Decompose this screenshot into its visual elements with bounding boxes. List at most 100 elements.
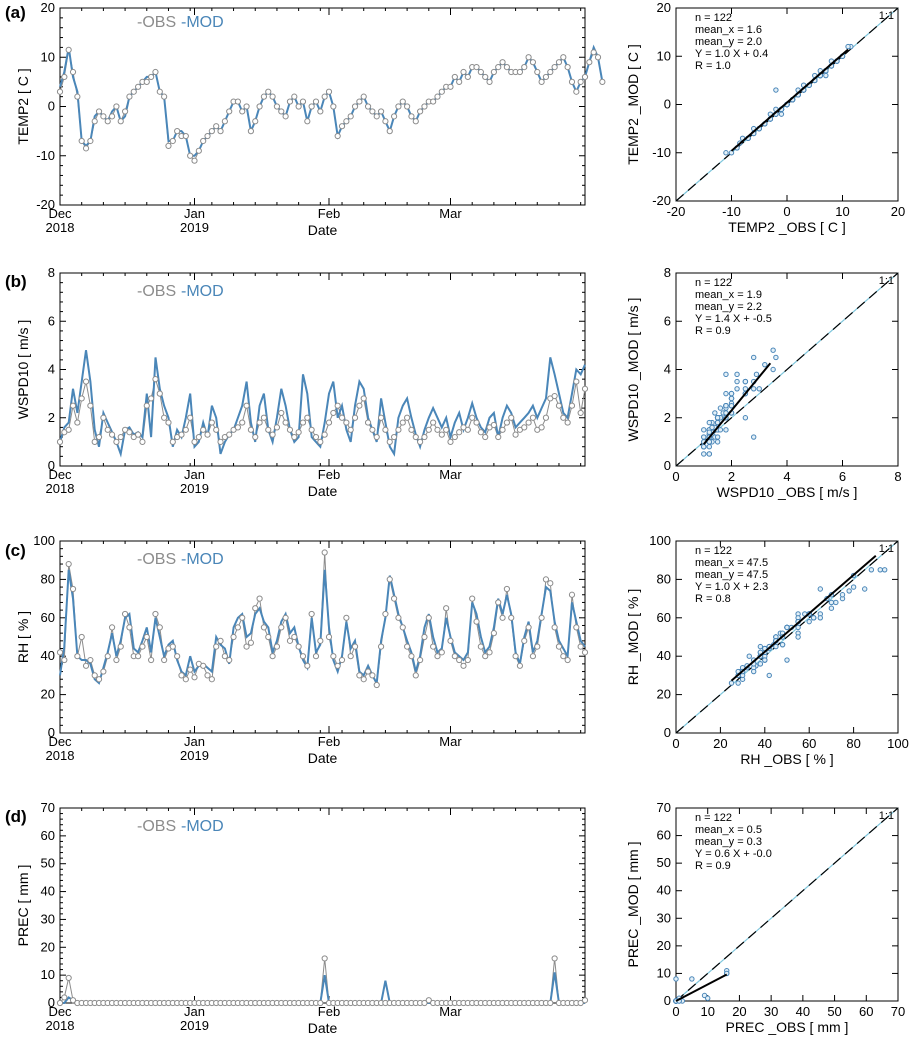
obs-point	[187, 666, 194, 673]
obs-point	[291, 93, 298, 100]
mod-series-line	[59, 44, 604, 157]
obs-point	[100, 668, 107, 675]
obs-point	[581, 997, 589, 1004]
obs-point	[516, 68, 524, 76]
y-axis-title: RH _MOD [ % ]	[625, 589, 641, 685]
obs-point	[434, 653, 441, 660]
obs-point	[334, 662, 341, 669]
obs-point	[95, 676, 103, 683]
x-axis-title: Date	[308, 1020, 338, 1036]
scatter-point	[706, 419, 712, 426]
obs-point	[581, 73, 589, 81]
x-tick-label: 10	[835, 204, 849, 219]
obs-point	[104, 118, 111, 125]
obs-point	[295, 643, 302, 650]
obs-point	[260, 624, 268, 631]
scatter-point	[833, 599, 839, 606]
obs-point	[213, 643, 220, 650]
scatter-point	[751, 668, 757, 675]
y-tick-label: 100	[33, 533, 55, 548]
legend-obs: -OBS	[137, 818, 176, 835]
obs-point	[525, 54, 532, 61]
obs-point	[473, 419, 480, 426]
obs-point	[312, 433, 320, 441]
scatter-point	[817, 615, 823, 621]
obs-point	[451, 433, 458, 441]
legend-obs: -OBS	[137, 283, 176, 300]
obs-point	[325, 88, 333, 95]
obs-point	[308, 610, 315, 618]
obs-point	[482, 653, 489, 660]
scatter-point	[705, 995, 711, 1001]
x-axis-title: RH _OBS [ % ]	[740, 751, 833, 767]
obs-point	[469, 595, 476, 602]
scatter-point	[701, 451, 707, 457]
obs-point	[247, 639, 255, 646]
obs-point	[191, 438, 198, 445]
obs-point	[69, 68, 77, 76]
obs-point	[108, 113, 116, 120]
y-axis-title: TEMP2 _MOD [ C ]	[625, 44, 641, 165]
obs-point	[421, 103, 428, 110]
x-tick-label: Dec	[48, 467, 72, 482]
obs-point	[417, 438, 424, 445]
obs-point	[382, 426, 389, 433]
y-tick-label: 100	[649, 533, 671, 548]
obs-point	[204, 431, 211, 438]
obs-point	[74, 653, 81, 660]
stat-line: mean_x = 47.5	[695, 557, 768, 569]
y-tick-label: -10	[36, 148, 55, 163]
scatter-point	[784, 624, 790, 631]
obs-point	[234, 424, 241, 431]
obs-point	[161, 414, 168, 421]
x-axis-title: PREC _OBS [ mm ]	[726, 1019, 849, 1035]
obs-point	[148, 656, 155, 664]
obs-point	[430, 643, 437, 650]
obs-point	[542, 576, 550, 583]
obs-point	[564, 656, 571, 664]
obs-point	[555, 643, 563, 650]
obs-point	[555, 402, 563, 409]
obs-point	[69, 402, 77, 409]
scatter-point	[689, 976, 695, 982]
scatter-panel-3: 0 10 20 30 40 50 60 70 0 10 20 30 40 50 60 70 PREC _OBS …	[625, 800, 905, 1035]
obs-point	[495, 433, 502, 441]
x-tick-label: 80	[846, 736, 860, 751]
obs-point	[134, 431, 142, 438]
obs-point	[156, 88, 163, 95]
obs-point	[325, 633, 333, 641]
scatter-point	[756, 386, 762, 392]
stat-line: Y = 1.0 X + 0.4	[695, 48, 768, 60]
scatter-point	[773, 87, 779, 93]
obs-point	[529, 653, 537, 660]
obs-point	[252, 118, 259, 125]
regression-line	[730, 555, 877, 682]
obs-point	[351, 103, 359, 110]
obs-point	[126, 624, 133, 631]
obs-point	[438, 431, 445, 438]
obs-point	[412, 433, 419, 441]
obs-point	[317, 438, 324, 445]
legend-mod: -MOD	[181, 283, 224, 300]
obs-point	[121, 108, 129, 115]
regression-line	[730, 48, 849, 152]
scatter-point	[828, 599, 835, 606]
legend-obs: -OBS	[137, 14, 176, 31]
scatter-point	[778, 111, 785, 117]
x-tick-label: 20	[891, 204, 905, 219]
obs-point	[139, 643, 146, 650]
obs-point	[486, 78, 493, 85]
scatter-point	[770, 366, 776, 373]
obs-point	[200, 426, 207, 433]
x-tick-label: 100	[887, 736, 909, 751]
x-tick-year-label: 2019	[180, 220, 209, 235]
stat-line: mean_x = 1.9	[695, 289, 762, 301]
obs-point	[503, 585, 511, 593]
scatter-point	[766, 672, 772, 679]
one-to-one-label: 1:1	[879, 10, 894, 22]
x-tick-label: 60	[859, 1004, 873, 1019]
obs-point	[542, 414, 550, 421]
y-tick-label: 6	[48, 313, 55, 328]
x-tick-label: Mar	[439, 467, 462, 482]
scatter-point	[862, 586, 868, 592]
